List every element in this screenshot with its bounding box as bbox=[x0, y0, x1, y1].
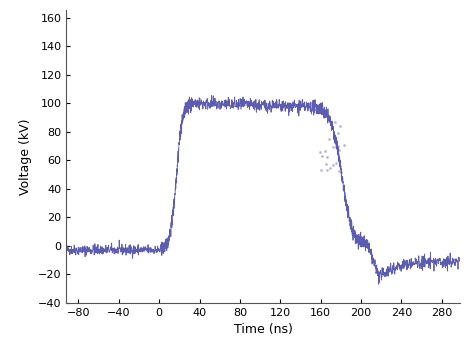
Point bbox=[337, 169, 345, 175]
Point bbox=[340, 143, 347, 148]
Point bbox=[335, 147, 343, 152]
Point bbox=[329, 162, 337, 167]
Point bbox=[332, 160, 340, 166]
Point bbox=[322, 161, 330, 166]
Point bbox=[326, 136, 333, 142]
Point bbox=[317, 167, 325, 173]
Point bbox=[326, 165, 334, 170]
X-axis label: Time (ns): Time (ns) bbox=[234, 323, 292, 336]
Point bbox=[324, 167, 331, 173]
Point bbox=[334, 143, 342, 149]
Point bbox=[323, 154, 330, 160]
Y-axis label: Voltage (kV): Voltage (kV) bbox=[19, 118, 32, 195]
Point bbox=[321, 148, 329, 154]
Point bbox=[331, 119, 338, 124]
Point bbox=[319, 153, 326, 158]
Point bbox=[335, 168, 343, 174]
Point bbox=[336, 124, 344, 129]
Point bbox=[334, 130, 342, 136]
Point bbox=[316, 149, 324, 155]
Point bbox=[329, 144, 337, 150]
